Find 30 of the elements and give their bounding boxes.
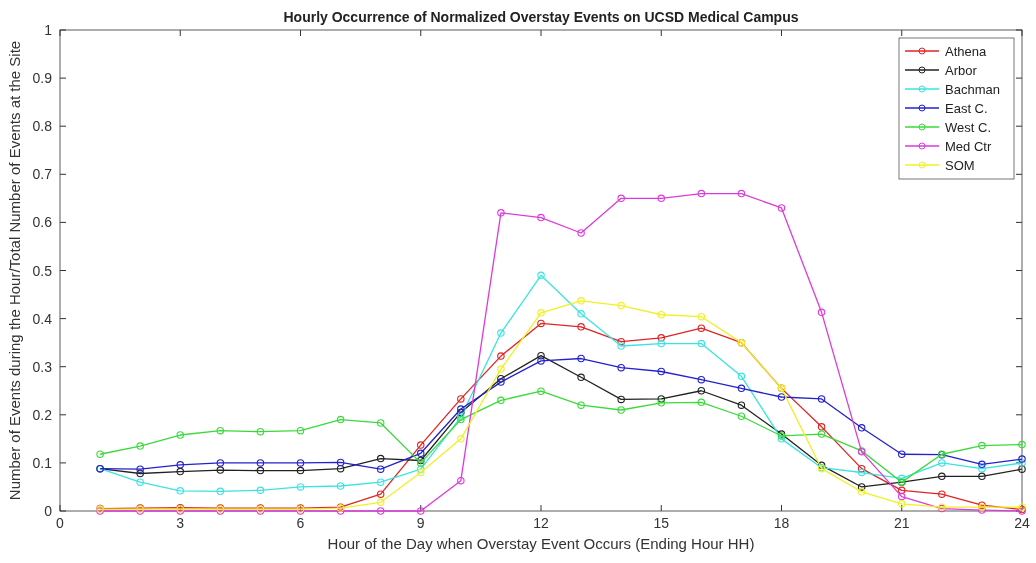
legend-label: Med Ctr (945, 139, 992, 154)
y-tick-label: 0.7 (32, 166, 53, 183)
x-tick-label: 24 (1014, 515, 1030, 531)
y-axis-title: Number of Events during the Hour/Total Number of Events at the Site (6, 40, 23, 501)
x-tick-label: 9 (416, 515, 425, 531)
legend-label: East C. (945, 101, 988, 116)
x-tick-label: 18 (773, 515, 790, 531)
x-tick-label: 21 (893, 515, 910, 531)
x-tick-label: 0 (56, 515, 65, 531)
legend-label: Arbor (945, 63, 978, 78)
legend-label: Athena (945, 44, 987, 59)
legend-label: Bachman (945, 82, 1000, 97)
y-tick-label: 0.3 (32, 358, 53, 375)
y-tick-label: 0.6 (32, 214, 53, 231)
x-tick-label: 6 (296, 515, 305, 531)
x-axis-title: Hour of the Day when Overstay Event Occurs (Ending Hour HH) (327, 535, 755, 552)
legend-label: SOM (945, 158, 975, 173)
y-tick-label: 0.1 (32, 454, 53, 471)
y-tick-label: 0.4 (32, 310, 53, 327)
x-tick-label: 12 (533, 515, 549, 531)
chart-title: Hourly Occurrence of Normalized Overstay Events on UCSD Medical Campus (283, 9, 799, 25)
x-tick-label: 3 (176, 515, 185, 531)
y-tick-label: 1 (44, 22, 53, 38)
y-tick-label: 0.8 (32, 118, 53, 135)
y-tick-label: 0.2 (32, 406, 53, 423)
y-tick-label: 0 (44, 503, 53, 519)
x-tick-label: 15 (653, 515, 670, 531)
legend-label: West C. (945, 120, 991, 135)
y-tick-label: 0.9 (32, 70, 53, 87)
y-tick-label: 0.5 (32, 262, 53, 279)
